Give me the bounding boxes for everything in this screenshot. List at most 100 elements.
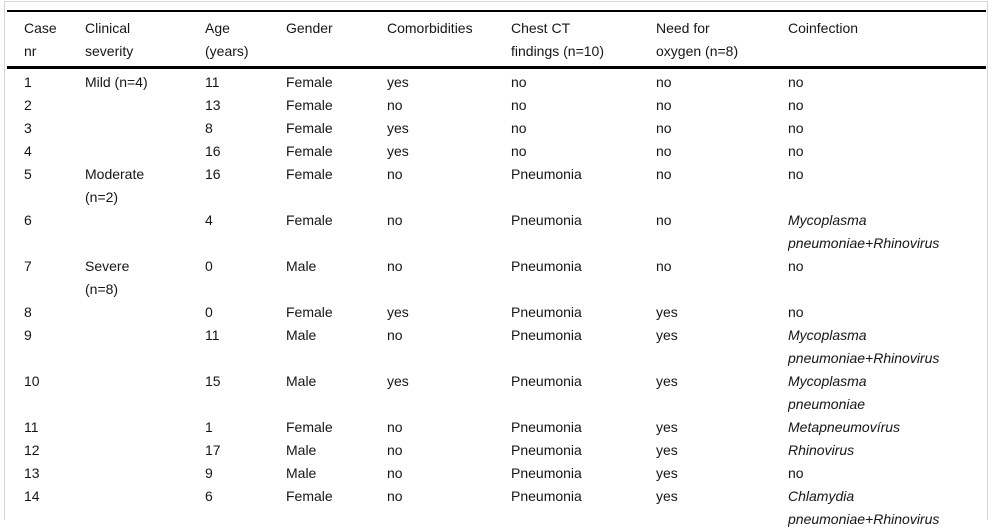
table-row: 14 6 Female no Pneumonia yes Chlamydia pneumon… (7, 485, 986, 531)
table-row: 4 16 Female yes no no no (7, 140, 986, 163)
cell-age: 0 (205, 304, 213, 320)
table-row: 2 13 Female no no no no (7, 94, 986, 117)
cell-chest_ct: no (511, 74, 527, 90)
cell-case_nr: 14 (24, 488, 40, 504)
cell-gender: Female (286, 212, 333, 228)
table-frame: Case nr Clinical severity Age (years) Gende… (4, 1, 988, 531)
table-row: 7 Severe (n=8) 0 Male no Pneumonia no no (7, 255, 986, 301)
cell-gender: Female (286, 74, 333, 90)
cell-gender: Female (286, 419, 333, 435)
column-header-severity: Clinical severity (85, 11, 205, 69)
cell-chest_ct: Pneumonia (511, 212, 582, 228)
cell-comorbidities: no (387, 465, 403, 481)
cell-age: 13 (205, 97, 221, 113)
cell-case_nr: 2 (24, 97, 32, 113)
cell-severity: Moderate (n=2) (85, 166, 145, 205)
cell-coinfection: Metapneumovírus (788, 419, 901, 435)
cell-comorbidities: no (387, 327, 403, 343)
column-header-coinfection: Coinfection (788, 11, 986, 69)
cell-gender: Male (286, 442, 317, 458)
cell-case_nr: 13 (24, 465, 40, 481)
cell-gender: Female (286, 120, 333, 136)
cell-case_nr: 10 (24, 373, 40, 389)
cell-comorbidities: yes (387, 304, 409, 320)
cell-coinfection: no (788, 166, 804, 182)
cell-oxygen: yes (656, 465, 678, 481)
cell-age: 11 (205, 74, 220, 90)
cell-case_nr: 4 (24, 143, 32, 159)
cell-coinfection: Mycoplasma pneumoniae+Rhinovirus (788, 327, 940, 366)
cell-severity: Severe (n=8) (85, 258, 130, 297)
cell-case_nr: 9 (24, 327, 32, 343)
cell-case_nr: 6 (24, 212, 32, 228)
cell-oxygen: no (656, 143, 672, 159)
cell-comorbidities: no (387, 442, 403, 458)
cell-coinfection: Chlamydia pneumoniae+Rhinovirus (788, 488, 940, 527)
cell-gender: Female (286, 166, 333, 182)
cell-chest_ct: Pneumonia (511, 258, 582, 274)
cell-oxygen: no (656, 212, 672, 228)
cell-gender: Male (286, 465, 317, 481)
table-body: 1 Mild (n=4) 11 Female yes no no no 2 13 Female no n… (7, 68, 986, 531)
cell-coinfection: no (788, 465, 804, 481)
cell-age: 15 (205, 373, 221, 389)
cell-gender: Male (286, 327, 317, 343)
table-row: 1 Mild (n=4) 11 Female yes no no no (7, 68, 986, 95)
column-header-gender: Gender (286, 11, 387, 69)
table-row: 11 1 Female no Pneumonia yes Metapneumovírus (7, 416, 986, 439)
cell-age: 6 (205, 488, 213, 504)
column-header-comorbidities: Comorbidities (387, 11, 511, 69)
cell-comorbidities: no (387, 212, 403, 228)
cell-coinfection: no (788, 74, 804, 90)
cell-gender: Female (286, 488, 333, 504)
cell-severity (85, 117, 205, 140)
cell-comorbidities: yes (387, 373, 409, 389)
cell-comorbidities: no (387, 488, 403, 504)
cell-severity: Mild (n=4) (85, 74, 148, 90)
cell-coinfection: Rhinovirus (788, 442, 855, 458)
table-row: 13 9 Male no Pneumonia yes no (7, 462, 986, 485)
cell-chest_ct: Pneumonia (511, 304, 582, 320)
table-row: 9 11 Male no Pneumonia yes Mycoplasma pneumoni… (7, 324, 986, 370)
cell-chest_ct: Pneumonia (511, 419, 582, 435)
cell-chest_ct: Pneumonia (511, 488, 582, 504)
cell-oxygen: yes (656, 327, 678, 343)
cell-chest_ct: no (511, 97, 527, 113)
cell-age: 8 (205, 120, 213, 136)
cell-comorbidities: no (387, 419, 403, 435)
column-header-age: Age (years) (205, 11, 286, 69)
cell-gender: Male (286, 258, 317, 274)
cell-severity (85, 140, 205, 163)
cell-severity (85, 439, 205, 462)
cell-oxygen: yes (656, 304, 678, 320)
cell-severity (85, 370, 205, 416)
cell-case_nr: 11 (24, 419, 39, 435)
table-row: 5 Moderate (n=2) 16 Female no Pneumonia no no (7, 163, 986, 209)
table-row: 10 15 Male yes Pneumonia yes Mycoplasma pneumo… (7, 370, 986, 416)
cell-oxygen: no (656, 97, 672, 113)
cell-age: 9 (205, 465, 213, 481)
cell-age: 16 (205, 166, 221, 182)
cell-gender: Female (286, 304, 333, 320)
cell-chest_ct: Pneumonia (511, 465, 582, 481)
cell-comorbidities: no (387, 258, 403, 274)
cell-oxygen: yes (656, 488, 678, 504)
cell-severity (85, 301, 205, 324)
cell-case_nr: 7 (24, 258, 32, 274)
cell-chest_ct: Pneumonia (511, 327, 582, 343)
cell-case_nr: 1 (24, 74, 32, 90)
cell-severity (85, 416, 205, 439)
cell-coinfection: no (788, 120, 804, 136)
cell-chest_ct: no (511, 143, 527, 159)
cell-gender: Female (286, 97, 333, 113)
cell-oxygen: no (656, 74, 672, 90)
cell-case_nr: 5 (24, 166, 32, 182)
cell-coinfection: no (788, 258, 804, 274)
cell-comorbidities: no (387, 97, 403, 113)
cell-chest_ct: Pneumonia (511, 373, 582, 389)
table-row: 12 17 Male no Pneumonia yes Rhinovirus (7, 439, 986, 462)
pediatric-cases-table: Case nr Clinical severity Age (years) Gende… (7, 10, 986, 531)
table-header: Case nr Clinical severity Age (years) Gende… (7, 11, 986, 69)
cell-coinfection: no (788, 97, 804, 113)
cell-chest_ct: Pneumonia (511, 166, 582, 182)
